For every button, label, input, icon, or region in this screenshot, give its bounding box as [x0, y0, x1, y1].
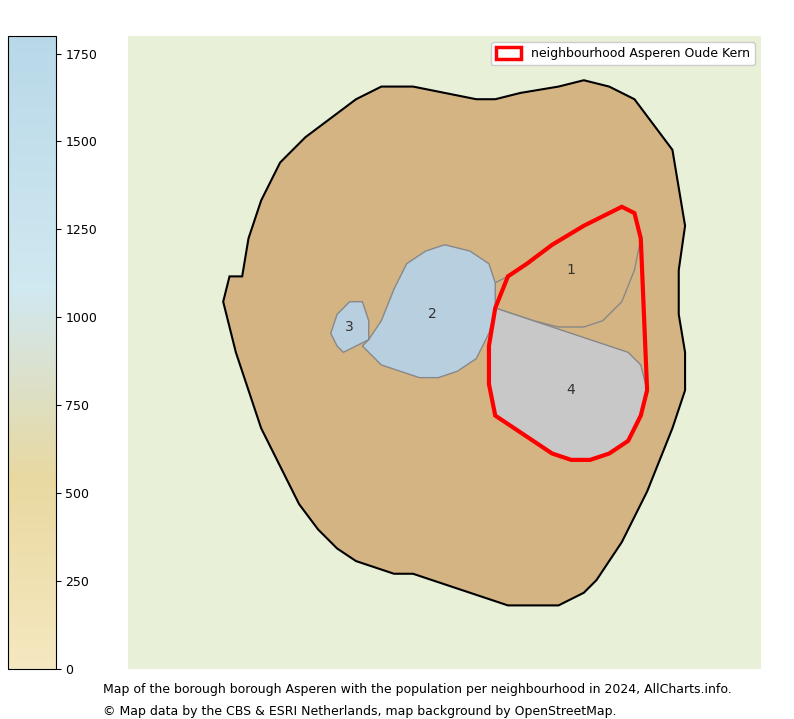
- Polygon shape: [489, 207, 641, 327]
- Polygon shape: [362, 244, 495, 377]
- Polygon shape: [223, 81, 685, 605]
- Text: 4: 4: [567, 383, 576, 398]
- Polygon shape: [489, 308, 647, 460]
- Text: © Map data by the CBS & ESRI Netherlands, map background by OpenStreetMap.: © Map data by the CBS & ESRI Netherlands…: [103, 705, 617, 718]
- Text: Map of the borough borough Asperen with the population per neighbourhood in 2024: Map of the borough borough Asperen with …: [103, 683, 732, 696]
- Text: 3: 3: [345, 320, 354, 334]
- Legend: neighbourhood Asperen Oude Kern: neighbourhood Asperen Oude Kern: [491, 42, 755, 65]
- Text: 1: 1: [567, 263, 576, 277]
- Polygon shape: [331, 302, 368, 352]
- Text: 2: 2: [428, 307, 437, 321]
